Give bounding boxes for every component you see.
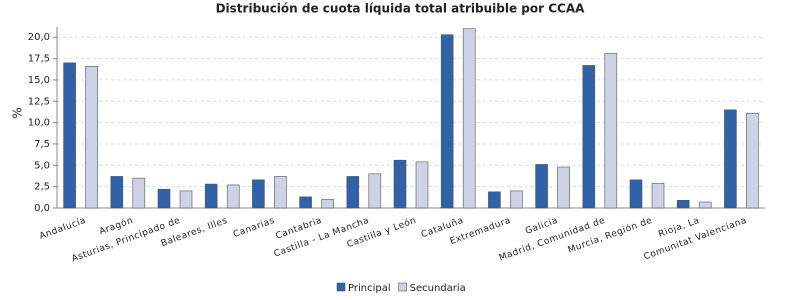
- bar: [204, 183, 218, 209]
- y-tick-label: 5,0: [34, 160, 50, 171]
- bar: [629, 179, 643, 209]
- y-axis-label: %: [11, 107, 25, 118]
- bar: [724, 109, 737, 209]
- legend-swatch: [336, 282, 346, 292]
- bar: [110, 176, 124, 209]
- bar: [462, 28, 476, 209]
- bar: [63, 62, 76, 209]
- bar: [415, 161, 429, 209]
- bar: [85, 65, 98, 209]
- bar: [132, 177, 146, 209]
- y-tick-label: 12,5: [28, 96, 50, 107]
- bar: [698, 201, 712, 209]
- bar: [346, 176, 360, 209]
- bar: [321, 199, 334, 209]
- legend-swatch: [398, 282, 407, 292]
- bar: [676, 200, 690, 209]
- y-tick-label: 7,5: [34, 139, 50, 150]
- y-tick-label: 20,0: [28, 32, 50, 43]
- bar: [368, 173, 382, 209]
- y-tick-label: 15,0: [28, 75, 50, 86]
- y-tick-label: 0,0: [34, 203, 50, 214]
- bar: [226, 184, 240, 209]
- legend-label: Secundaria: [410, 283, 466, 294]
- bar: [746, 112, 759, 209]
- bar: [604, 53, 618, 209]
- bar: [535, 164, 548, 209]
- x-tick-label: Andalucía: [38, 216, 87, 242]
- bar: [488, 191, 501, 209]
- legend-label: Principal: [348, 283, 391, 294]
- chart-title: Distribución de cuota líquida total atri…: [216, 2, 586, 16]
- bar: [440, 34, 454, 209]
- bar: [651, 182, 665, 209]
- bar: [179, 190, 193, 209]
- bar: [510, 190, 523, 209]
- bar: [557, 166, 570, 209]
- x-tick-label: Murcia, Región de: [566, 215, 653, 256]
- bar: [157, 188, 171, 209]
- bar: [274, 176, 287, 209]
- y-tick-label: 10,0: [28, 118, 50, 129]
- bar: [582, 65, 596, 209]
- y-tick-label: 2,5: [34, 182, 50, 193]
- x-tick-label: Canarias: [232, 216, 276, 240]
- bar: [252, 179, 265, 209]
- bar: [299, 196, 312, 209]
- bar: [393, 159, 407, 209]
- y-tick-label: 17,5: [28, 54, 50, 65]
